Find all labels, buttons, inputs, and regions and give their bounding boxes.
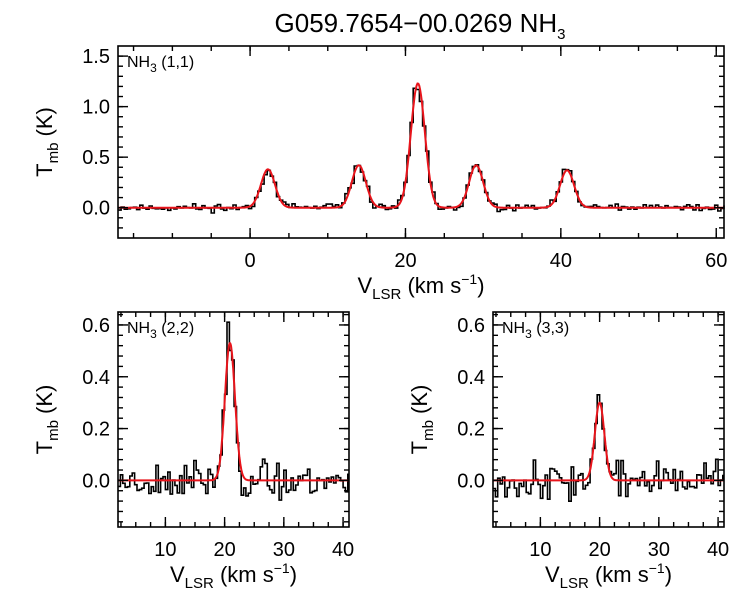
x-tick-label: 40 — [550, 250, 572, 272]
transition-label: NH3 (2,2) — [127, 320, 194, 341]
y-axis-label: Tmb (K) — [407, 385, 437, 455]
x-axis-label: VLSR (km s−1) — [357, 271, 484, 303]
x-tick-label: 40 — [332, 539, 354, 561]
fit-curve — [493, 401, 724, 482]
x-tick-label: 40 — [707, 539, 729, 561]
y-tick-label: 0.0 — [82, 470, 110, 492]
y-tick-label: 0.5 — [82, 147, 110, 169]
observed-spectrum — [493, 394, 724, 502]
x-axis-label: VLSR (km s−1) — [545, 560, 672, 592]
observed-spectrum — [118, 321, 349, 501]
y-tick-label: 0.0 — [457, 470, 485, 492]
y-tick-label: 0.4 — [457, 367, 485, 389]
y-axis-label: Tmb (K) — [32, 385, 62, 455]
y-tick-label: 0.2 — [82, 419, 110, 441]
y-tick-label: 0.4 — [82, 367, 110, 389]
transition-label: NH3 (1,1) — [127, 54, 194, 75]
x-tick-label: 30 — [273, 539, 295, 561]
plot-frame — [117, 45, 725, 239]
x-tick-label: 10 — [529, 539, 551, 561]
x-tick-label: 0 — [245, 250, 256, 272]
transition-label: NH3 (3,3) — [502, 320, 569, 341]
x-tick-label: 20 — [213, 539, 235, 561]
figure-title: G059.7654−00.0269 NH3 — [275, 8, 566, 43]
y-tick-label: 0.6 — [82, 315, 110, 337]
y-tick-label: 0.6 — [457, 315, 485, 337]
x-tick-label: 30 — [648, 539, 670, 561]
y-axis-label: Tmb (K) — [32, 107, 62, 177]
observed-spectrum — [118, 87, 725, 214]
x-tick-label: 60 — [705, 250, 727, 272]
y-tick-label: 0.0 — [82, 198, 110, 220]
panel-nh3-22: 10 20 30 40 0.0 0.2 0.4 0.6 NH3 (2,2) VLSR (km s−… — [32, 311, 354, 592]
y-tick-label: 1.0 — [82, 97, 110, 119]
panel-nh3-33: 10 20 30 40 0.0 0.2 0.4 0.6 NH3 (3,3) VLSR (km s−… — [407, 311, 729, 592]
x-tick-label: 10 — [154, 539, 176, 561]
x-tick-label: 20 — [394, 250, 416, 272]
fit-curve — [118, 341, 349, 482]
plot-frame — [117, 311, 350, 528]
y-tick-label: 0.2 — [457, 419, 485, 441]
x-tick-label: 20 — [588, 539, 610, 561]
fit-curve — [118, 82, 724, 209]
plot-frame — [492, 311, 725, 528]
x-axis-label: VLSR (km s−1) — [170, 560, 297, 592]
panel-nh3-11: 0 20 40 60 0.0 0.5 1.0 1.5 NH3 (1,1) VLSR (km s−1… — [32, 45, 727, 303]
y-tick-label: 1.5 — [82, 46, 110, 68]
